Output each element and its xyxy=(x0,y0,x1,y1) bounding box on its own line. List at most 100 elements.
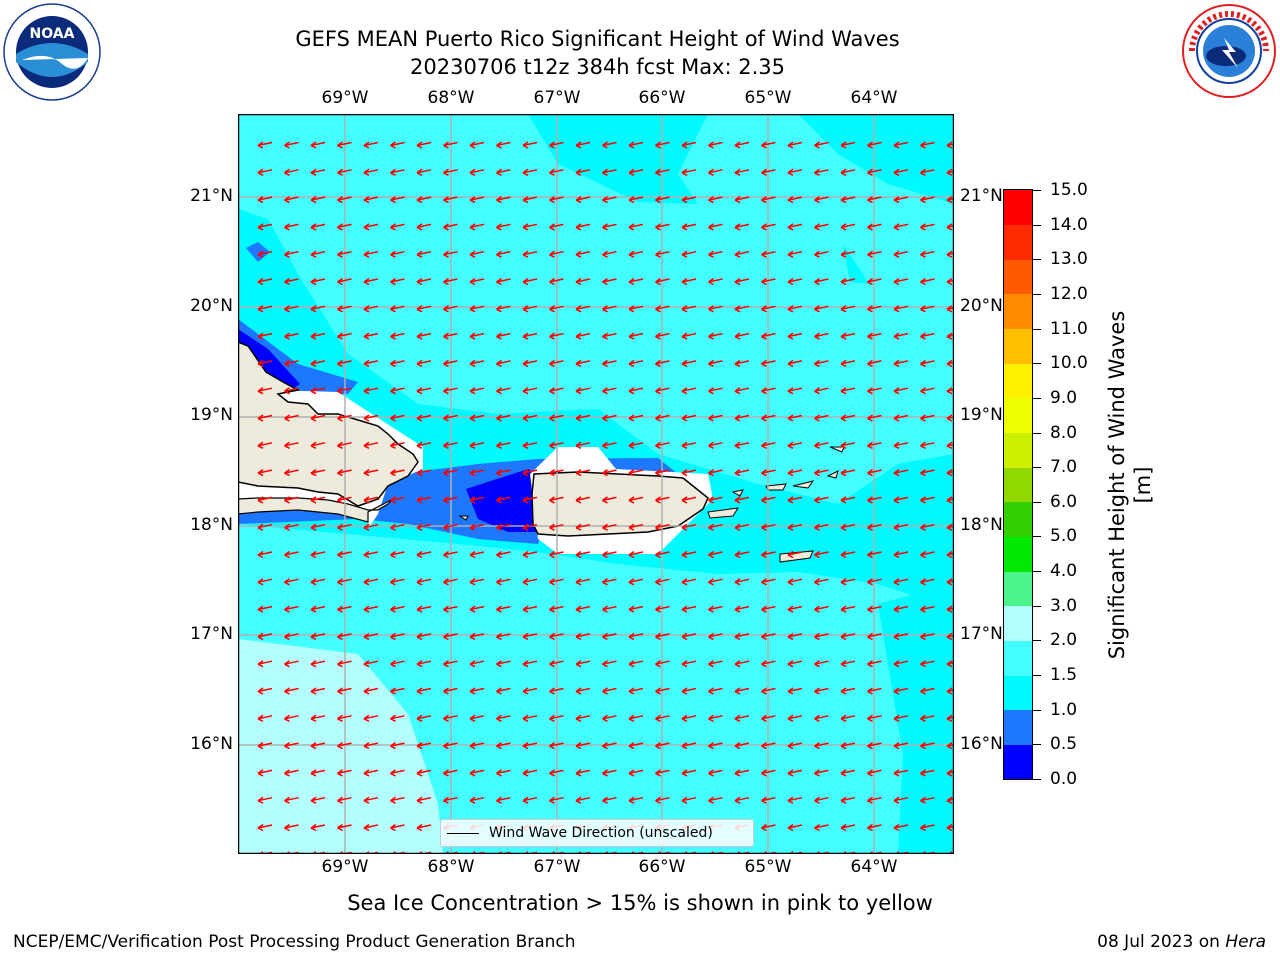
wave-direction-arrow xyxy=(390,332,405,340)
wave-direction-arrow xyxy=(787,741,803,750)
wave-direction-arrow xyxy=(946,605,954,613)
wave-direction-arrow xyxy=(893,714,909,722)
wave-direction-arrow xyxy=(549,468,564,477)
wave-direction-arrow xyxy=(814,687,829,695)
wave-direction-arrow xyxy=(575,223,591,231)
wave-direction-arrow xyxy=(946,632,954,641)
lon-tick-bottom: 67°W xyxy=(533,857,581,877)
colorbar-tick-label: 12.0 xyxy=(1050,283,1088,304)
wave-direction-arrow xyxy=(946,660,954,668)
wave-direction-arrow xyxy=(390,277,405,286)
colorbar-cell xyxy=(1004,467,1032,503)
wave-direction-arrow xyxy=(814,359,829,368)
wave-direction-arrow xyxy=(549,332,564,340)
wave-direction-arrow xyxy=(814,468,829,477)
wave-direction-arrow xyxy=(257,250,273,258)
wave-direction-arrow xyxy=(284,441,299,449)
wave-direction-arrow xyxy=(893,141,909,149)
wave-direction-arrow xyxy=(310,414,326,422)
wave-direction-arrow xyxy=(708,414,723,422)
colorbar-tick-mark xyxy=(1033,190,1041,191)
wave-direction-arrow xyxy=(867,359,882,368)
wave-direction-arrow xyxy=(893,441,909,449)
wave-direction-arrow xyxy=(734,687,750,695)
wave-direction-arrow xyxy=(390,550,405,559)
wave-direction-arrow xyxy=(443,578,458,586)
wave-direction-arrow xyxy=(363,141,379,149)
wave-direction-arrow xyxy=(257,468,273,477)
wave-direction-arrow xyxy=(310,823,326,832)
wave-direction-arrow xyxy=(734,796,750,804)
colorbar-tick-mark xyxy=(1033,293,1041,295)
wave-direction-arrow xyxy=(575,277,591,286)
land-small-islands xyxy=(458,446,845,521)
wave-direction-arrow xyxy=(681,550,697,559)
wave-direction-arrow xyxy=(655,441,670,449)
wave-direction-arrow xyxy=(920,741,935,750)
wave-direction-arrow xyxy=(655,468,670,477)
wave-direction-arrow xyxy=(708,578,723,586)
wave-direction-arrow xyxy=(920,660,935,668)
wave-direction-arrow xyxy=(867,714,882,722)
wave-direction-arrow xyxy=(257,141,273,149)
wave-direction-arrow xyxy=(787,550,803,559)
wave-direction-arrow xyxy=(337,550,352,559)
wave-direction-arrow xyxy=(257,195,273,204)
wave-direction-arrow xyxy=(549,441,564,449)
wave-direction-arrow xyxy=(416,195,432,204)
wave-direction-arrow xyxy=(443,523,458,531)
wave-direction-arrow xyxy=(443,632,458,641)
colorbar-tick-mark xyxy=(1033,224,1041,226)
wave-direction-arrow xyxy=(920,168,935,176)
wave-direction-arrow xyxy=(469,414,485,422)
legend-line-swatch xyxy=(447,832,479,834)
lat-tick-right: 21°N xyxy=(960,186,1003,206)
wave-direction-arrow xyxy=(469,578,485,586)
wave-direction-arrow xyxy=(363,441,379,449)
wave-direction-arrow xyxy=(840,141,856,149)
wave-direction-arrow xyxy=(469,605,485,613)
wave-direction-arrow xyxy=(284,605,299,613)
wave-direction-arrow xyxy=(522,468,538,477)
wave-direction-arrow xyxy=(549,796,564,804)
wave-direction-arrow xyxy=(946,332,954,340)
wave-direction-arrow xyxy=(337,223,352,231)
colorbar-tick-label: 1.0 xyxy=(1050,699,1078,720)
wave-direction-arrow xyxy=(602,741,617,750)
lat-tick-left: 16°N xyxy=(190,734,233,754)
wave-direction-arrow xyxy=(363,550,379,559)
wave-direction-arrow xyxy=(496,195,511,204)
wave-direction-arrow xyxy=(655,632,670,641)
wave-direction-arrow xyxy=(787,195,803,204)
wave-direction-arrow xyxy=(761,550,776,559)
wave-direction-arrow xyxy=(628,441,644,449)
footer-machine: Hera xyxy=(1225,932,1266,952)
wave-direction-arrow xyxy=(734,414,750,422)
lon-tick-bottom: 69°W xyxy=(321,857,369,877)
wave-direction-arrow xyxy=(840,332,856,340)
wave-direction-arrow xyxy=(390,741,405,750)
wave-direction-arrow xyxy=(522,305,538,313)
wave-direction-arrow xyxy=(946,168,954,176)
wave-direction-arrow xyxy=(549,387,564,395)
wave-direction-arrow xyxy=(337,714,352,722)
wave-direction-arrow xyxy=(443,305,458,313)
wave-direction-arrow xyxy=(708,796,723,804)
lat-tick-left: 20°N xyxy=(190,296,233,316)
wave-direction-arrow xyxy=(390,823,405,832)
wave-direction-arrow xyxy=(469,277,485,286)
wave-direction-arrow xyxy=(867,578,882,586)
wave-direction-arrow xyxy=(257,714,273,722)
wave-direction-arrow xyxy=(787,796,803,804)
wave-direction-arrow xyxy=(681,141,697,149)
wave-direction-arrow xyxy=(946,741,954,750)
wave-direction-arrow xyxy=(761,605,776,613)
colorbar-tick-label: 15.0 xyxy=(1050,180,1088,200)
wave-direction-arrow xyxy=(787,250,803,258)
wave-direction-arrow xyxy=(946,496,954,504)
wave-direction-arrow xyxy=(628,223,644,231)
colorbar-cell xyxy=(1004,640,1032,676)
wave-direction-arrow xyxy=(416,823,432,832)
wave-direction-arrow xyxy=(681,414,697,422)
wave-direction-arrow xyxy=(708,632,723,641)
